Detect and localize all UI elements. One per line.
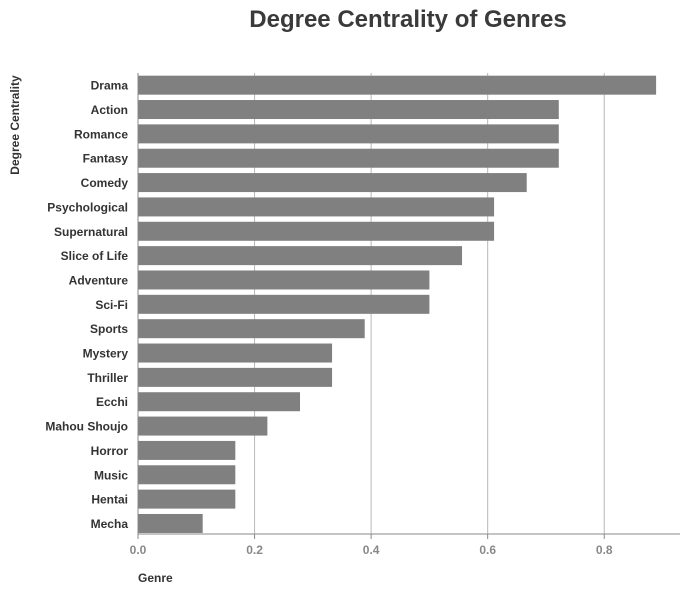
x-tick-label: 0.8: [596, 543, 613, 557]
x-tick-label: 0.2: [246, 543, 263, 557]
bar: [138, 489, 236, 509]
y-tick-label: Sci-Fi: [95, 298, 128, 312]
y-tick-label: Fantasy: [83, 152, 129, 166]
bar: [138, 319, 365, 339]
bar: [138, 416, 268, 436]
y-tick-label: Adventure: [69, 273, 129, 287]
bar: [138, 367, 333, 387]
bar: [138, 465, 236, 485]
y-tick-label: Horror: [91, 444, 129, 458]
y-tick-label: Hentai: [91, 493, 128, 507]
bar: [138, 392, 301, 412]
y-tick-label: Sports: [90, 322, 128, 336]
bar: [138, 343, 333, 363]
y-tick-label: Mystery: [83, 347, 129, 361]
y-tick-label: Action: [91, 103, 128, 117]
y-tick-label: Slice of Life: [61, 249, 129, 263]
chart-title: Degree Centrality of Genres: [249, 6, 567, 33]
bar: [138, 246, 463, 266]
y-tick-label: Psychological: [47, 200, 128, 214]
bar: [138, 173, 527, 193]
y-tick-label: Ecchi: [96, 395, 128, 409]
bar: [138, 513, 203, 533]
bar: [138, 124, 559, 144]
y-tick-label: Comedy: [81, 176, 129, 190]
bar: [138, 100, 559, 120]
bar: [138, 294, 430, 314]
y-tick-label: Romance: [74, 127, 128, 141]
bar: [138, 197, 495, 217]
y-tick-label: Music: [94, 468, 128, 482]
bar: [138, 148, 559, 168]
y-tick-label: Mahou Shoujo: [45, 420, 128, 434]
y-tick-label: Mecha: [91, 517, 129, 531]
bar: [138, 221, 495, 241]
y-tick-label: Supernatural: [54, 225, 128, 239]
bar: [138, 270, 430, 290]
bar: [138, 75, 657, 95]
x-axis-title: Genre: [138, 571, 173, 585]
x-tick-label: 0.6: [479, 543, 496, 557]
y-tick-label: Drama: [91, 79, 129, 93]
x-tick-label: 0.0: [130, 543, 147, 557]
bar: [138, 440, 236, 460]
y-tick-label: Thriller: [87, 371, 128, 385]
x-tick-label: 0.4: [363, 543, 380, 557]
